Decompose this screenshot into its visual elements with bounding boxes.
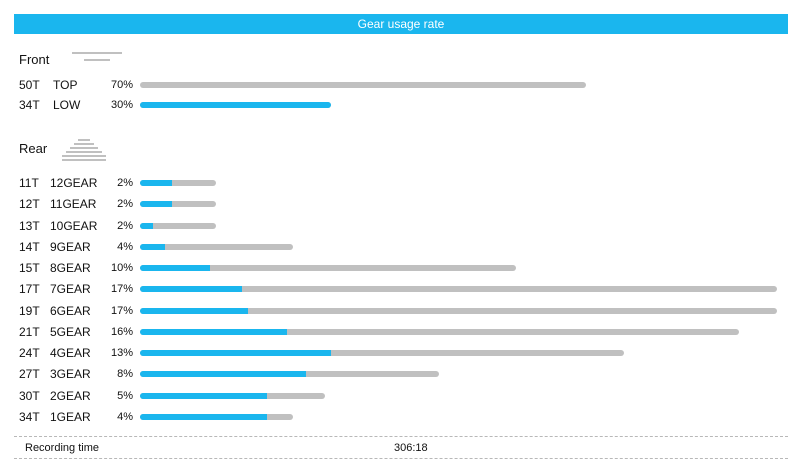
gear-usage-bar-track <box>140 244 293 250</box>
gear-usage-bar-fill <box>140 244 165 250</box>
gear-usage-bar-fill <box>140 393 267 399</box>
gear-teeth: 15T <box>19 261 40 275</box>
recording-time-value: 306:18 <box>394 442 428 454</box>
gear-usage-bar-fill <box>140 286 242 292</box>
gear-usage-bar-fill <box>140 265 210 271</box>
gear-percent-label: 17% <box>110 305 133 317</box>
gear-usage-bar-fill <box>140 102 331 108</box>
gear-teeth: 19T <box>19 304 40 318</box>
gear-usage-bar-fill <box>140 414 267 420</box>
gear-teeth: 24T <box>19 346 40 360</box>
recording-time-label: Recording time <box>25 442 99 454</box>
gear-percent-label: 2% <box>117 177 133 189</box>
gear-usage-bar-fill <box>140 371 306 377</box>
gear-usage-bar-track <box>140 350 624 356</box>
gear-percent-label: 17% <box>110 283 133 295</box>
gear-usage-bar-track <box>140 308 777 314</box>
rear-gear-row: 14T 9GEAR 4% <box>0 240 800 254</box>
front-section-label: Front <box>19 52 50 67</box>
gear-teeth: 11T <box>19 176 39 190</box>
rear-gear-row: 15T 8GEAR 10% <box>0 261 800 275</box>
gear-usage-bar-fill <box>140 350 331 356</box>
gear-usage-bar-fill <box>140 329 287 335</box>
chart-title-bar: Gear usage rate <box>14 14 788 34</box>
gear-percent-label: 13% <box>110 347 133 359</box>
gear-name: 10GEAR <box>50 219 98 233</box>
gear-teeth: 30T <box>19 389 40 403</box>
gear-percent-label: 10% <box>110 262 133 274</box>
gear-teeth: 12T <box>19 197 40 211</box>
rear-gear-row: 17T 7GEAR 17% <box>0 282 800 296</box>
gear-percent-label: 16% <box>110 326 133 338</box>
gear-usage-bar-fill <box>140 201 172 207</box>
gear-teeth: 13T <box>19 219 40 233</box>
gear-name: 8GEAR <box>50 261 91 275</box>
rear-section-label: Rear <box>19 141 48 156</box>
rear-gear-row: 19T 6GEAR 17% <box>0 304 800 318</box>
gear-usage-bar-fill <box>140 223 153 229</box>
gear-name: 5GEAR <box>50 325 91 339</box>
gear-usage-bar-track <box>140 265 516 271</box>
gear-name: 7GEAR <box>50 282 91 296</box>
gear-percent-label: 2% <box>117 220 133 232</box>
gear-usage-bar-track <box>140 180 216 186</box>
gear-name: 2GEAR <box>50 389 91 403</box>
rear-gear-row: 21T 5GEAR 16% <box>0 325 800 339</box>
gear-percent-label: 5% <box>117 390 133 402</box>
front-gear-row: 34T LOW 30% <box>0 98 800 112</box>
gear-name: TOP <box>53 78 78 92</box>
gear-name: 1GEAR <box>50 410 91 424</box>
gear-percent-label: 70% <box>110 79 133 91</box>
gear-teeth: 27T <box>19 367 40 381</box>
gear-teeth: 34T <box>19 98 40 112</box>
gear-name: 9GEAR <box>50 240 91 254</box>
gear-teeth: 14T <box>19 240 40 254</box>
gear-usage-bar-track <box>140 223 216 229</box>
gear-teeth: 50T <box>19 78 40 92</box>
gear-name: LOW <box>53 98 81 112</box>
rear-gear-row: 30T 2GEAR 5% <box>0 389 800 403</box>
gear-name: 11GEAR <box>50 197 97 211</box>
gear-name: 3GEAR <box>50 367 91 381</box>
gear-usage-bar-track <box>140 201 216 207</box>
chart-title: Gear usage rate <box>357 17 445 31</box>
rear-gear-row: 13T 10GEAR 2% <box>0 219 800 233</box>
gear-percent-label: 30% <box>110 99 133 111</box>
gear-percent-label: 4% <box>117 241 133 253</box>
gear-percent-label: 8% <box>117 368 133 380</box>
gear-teeth: 34T <box>19 410 40 424</box>
gear-percent-label: 2% <box>117 198 133 210</box>
rear-gear-row: 34T 1GEAR 4% <box>0 410 800 424</box>
footer-divider-top <box>14 436 788 437</box>
footer-divider-bottom <box>14 458 788 459</box>
gear-usage-bar-track <box>140 82 586 88</box>
gear-usage-bar-fill <box>140 180 172 186</box>
gear-usage-bar-fill <box>140 308 248 314</box>
rear-gear-row: 11T 12GEAR 2% <box>0 176 800 190</box>
gear-teeth: 17T <box>19 282 40 296</box>
gear-name: 4GEAR <box>50 346 91 360</box>
front-gear-row: 50T TOP 70% <box>0 78 800 92</box>
gear-name: 6GEAR <box>50 304 91 318</box>
gear-usage-bar-track <box>140 286 777 292</box>
rear-gear-row: 24T 4GEAR 13% <box>0 346 800 360</box>
rear-gear-row: 12T 11GEAR 2% <box>0 197 800 211</box>
gear-teeth: 21T <box>19 325 40 339</box>
gear-usage-bar-track <box>140 329 739 335</box>
rear-gear-row: 27T 3GEAR 8% <box>0 367 800 381</box>
gear-name: 12GEAR <box>50 176 98 190</box>
gear-percent-label: 4% <box>117 411 133 423</box>
